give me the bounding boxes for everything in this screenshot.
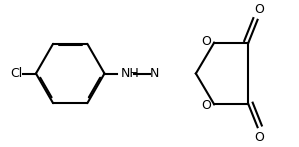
Text: O: O xyxy=(201,35,211,48)
Text: O: O xyxy=(254,131,264,144)
Text: N: N xyxy=(150,67,159,80)
Text: NH: NH xyxy=(120,67,139,80)
Text: O: O xyxy=(254,3,264,16)
Text: O: O xyxy=(201,99,211,112)
Text: Cl: Cl xyxy=(10,67,22,80)
